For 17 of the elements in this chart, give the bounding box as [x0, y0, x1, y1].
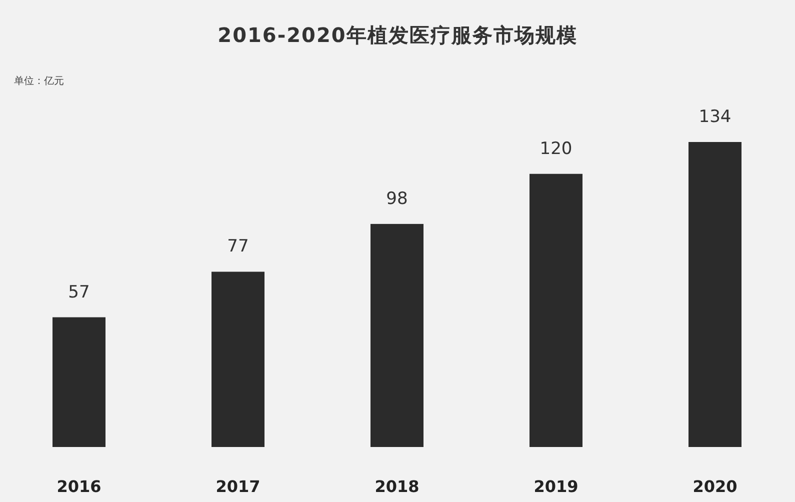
text: 单位：亿元: [14, 75, 64, 87]
bar: [530, 174, 582, 447]
x-tick-label: 2016: [56, 477, 102, 496]
data-label: 120: [540, 138, 572, 159]
bar: [688, 142, 742, 447]
x-tick-label: 2017: [216, 477, 260, 496]
x-tick-label: 2020: [692, 477, 738, 496]
chart-title: 2016-2020年植发医疗服务市场规模: [218, 23, 578, 47]
data-label: 57: [68, 282, 90, 302]
data-label: 98: [386, 188, 408, 209]
x-tick-label: 2018: [374, 477, 420, 496]
x-tick-label: 2019: [534, 477, 578, 496]
data-label: 77: [227, 236, 249, 257]
bar: [212, 272, 264, 447]
bar: [370, 224, 424, 447]
data-label: 134: [698, 107, 732, 127]
bar: [52, 317, 106, 447]
